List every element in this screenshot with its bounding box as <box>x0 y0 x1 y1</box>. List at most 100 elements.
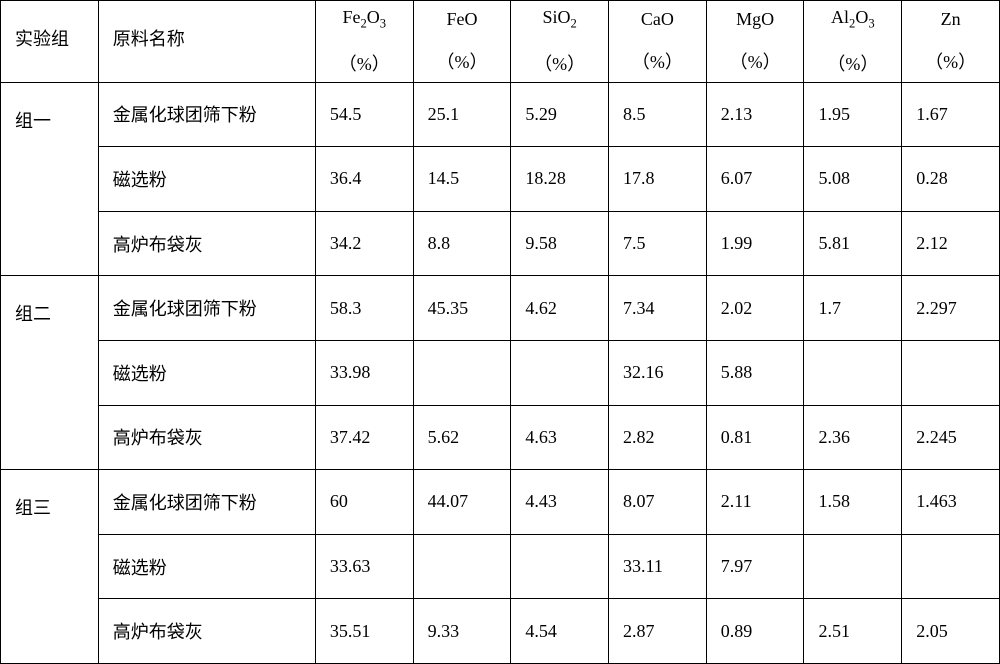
value-cell: 60 <box>315 470 413 535</box>
value-cell: 4.54 <box>511 599 609 664</box>
material-cell: 磁选粉 <box>98 147 315 212</box>
value-cell: 7.97 <box>706 534 804 599</box>
header-unit: （%） <box>711 48 800 74</box>
value-cell: 2.13 <box>706 82 804 147</box>
header-col-cao: CaO （%） <box>609 1 707 83</box>
value-cell: 2.02 <box>706 276 804 341</box>
group-cell: 组三 <box>1 470 99 664</box>
material-cell: 金属化球团筛下粉 <box>98 276 315 341</box>
header-col-sio2: SiO2 （%） <box>511 1 609 83</box>
header-label: Al2O3 <box>808 7 897 32</box>
value-cell <box>413 534 511 599</box>
value-cell: 9.58 <box>511 211 609 276</box>
header-label: CaO <box>613 9 702 30</box>
composition-table: 实验组 原料名称 Fe2O3 （%） FeO （%） SiO2 （%） CaO … <box>0 0 1000 664</box>
value-cell: 9.33 <box>413 599 511 664</box>
table-body: 组一金属化球团筛下粉54.525.15.298.52.131.951.67磁选粉… <box>1 82 1000 663</box>
value-cell: 18.28 <box>511 147 609 212</box>
header-unit: （%） <box>613 48 702 74</box>
value-cell: 1.67 <box>902 82 1000 147</box>
value-cell: 2.11 <box>706 470 804 535</box>
material-cell: 磁选粉 <box>98 534 315 599</box>
value-cell: 5.81 <box>804 211 902 276</box>
material-cell: 金属化球团筛下粉 <box>98 470 315 535</box>
material-cell: 磁选粉 <box>98 340 315 405</box>
value-cell: 8.07 <box>609 470 707 535</box>
header-label: SiO2 <box>515 7 604 32</box>
table-row: 磁选粉36.414.518.2817.86.075.080.28 <box>1 147 1000 212</box>
value-cell: 7.34 <box>609 276 707 341</box>
value-cell: 2.12 <box>902 211 1000 276</box>
value-cell: 4.62 <box>511 276 609 341</box>
value-cell <box>902 340 1000 405</box>
value-cell: 1.99 <box>706 211 804 276</box>
value-cell: 4.63 <box>511 405 609 470</box>
table-row: 组三金属化球团筛下粉6044.074.438.072.111.581.463 <box>1 470 1000 535</box>
value-cell <box>902 534 1000 599</box>
value-cell: 33.98 <box>315 340 413 405</box>
table-row: 磁选粉33.63 33.117.97 <box>1 534 1000 599</box>
value-cell: 2.05 <box>902 599 1000 664</box>
value-cell: 1.7 <box>804 276 902 341</box>
group-cell: 组二 <box>1 276 99 470</box>
value-cell: 6.07 <box>706 147 804 212</box>
table-row: 磁选粉33.9832.165.88 <box>1 340 1000 405</box>
value-cell: 33.63 <box>315 534 413 599</box>
material-cell: 高炉布袋灰 <box>98 405 315 470</box>
header-unit: （%） <box>906 48 995 74</box>
table-row: 高炉布袋灰35.519.334.542.870.892.512.05 <box>1 599 1000 664</box>
header-material: 原料名称 <box>98 1 315 83</box>
value-cell: 0.28 <box>902 147 1000 212</box>
value-cell: 45.35 <box>413 276 511 341</box>
table-row: 高炉布袋灰37.425.624.632.820.812.362.245 <box>1 405 1000 470</box>
value-cell: 7.5 <box>609 211 707 276</box>
value-cell <box>511 340 609 405</box>
value-cell: 0.89 <box>706 599 804 664</box>
header-col-mgo: MgO （%） <box>706 1 804 83</box>
header-col-feo: FeO （%） <box>413 1 511 83</box>
value-cell: 1.463 <box>902 470 1000 535</box>
value-cell: 5.29 <box>511 82 609 147</box>
value-cell: 35.51 <box>315 599 413 664</box>
header-label: MgO <box>711 9 800 30</box>
header-col-zn: Zn （%） <box>902 1 1000 83</box>
value-cell: 8.8 <box>413 211 511 276</box>
value-cell: 5.62 <box>413 405 511 470</box>
value-cell: 1.58 <box>804 470 902 535</box>
value-cell: 14.5 <box>413 147 511 212</box>
value-cell <box>511 534 609 599</box>
value-cell <box>804 340 902 405</box>
table-row: 高炉布袋灰34.28.89.587.51.995.812.12 <box>1 211 1000 276</box>
material-cell: 高炉布袋灰 <box>98 599 315 664</box>
header-label: Zn <box>906 9 995 30</box>
value-cell: 2.36 <box>804 405 902 470</box>
header-col-fe2o3: Fe2O3 （%） <box>315 1 413 83</box>
value-cell: 33.11 <box>609 534 707 599</box>
group-cell: 组一 <box>1 82 99 276</box>
value-cell: 2.87 <box>609 599 707 664</box>
value-cell: 44.07 <box>413 470 511 535</box>
table-row: 组二金属化球团筛下粉58.345.354.627.342.021.72.297 <box>1 276 1000 341</box>
value-cell <box>804 534 902 599</box>
value-cell: 58.3 <box>315 276 413 341</box>
value-cell: 2.51 <box>804 599 902 664</box>
value-cell: 1.95 <box>804 82 902 147</box>
header-group: 实验组 <box>1 1 99 83</box>
value-cell: 8.5 <box>609 82 707 147</box>
value-cell: 32.16 <box>609 340 707 405</box>
header-unit: （%） <box>320 50 409 76</box>
header-unit: （%） <box>515 50 604 76</box>
value-cell: 2.82 <box>609 405 707 470</box>
value-cell: 4.43 <box>511 470 609 535</box>
header-col-al2o3: Al2O3 （%） <box>804 1 902 83</box>
header-label: Fe2O3 <box>320 7 409 32</box>
value-cell <box>413 340 511 405</box>
value-cell: 17.8 <box>609 147 707 212</box>
material-cell: 高炉布袋灰 <box>98 211 315 276</box>
value-cell: 5.08 <box>804 147 902 212</box>
value-cell: 0.81 <box>706 405 804 470</box>
table-row: 组一金属化球团筛下粉54.525.15.298.52.131.951.67 <box>1 82 1000 147</box>
value-cell: 2.245 <box>902 405 1000 470</box>
material-cell: 金属化球团筛下粉 <box>98 82 315 147</box>
value-cell: 25.1 <box>413 82 511 147</box>
